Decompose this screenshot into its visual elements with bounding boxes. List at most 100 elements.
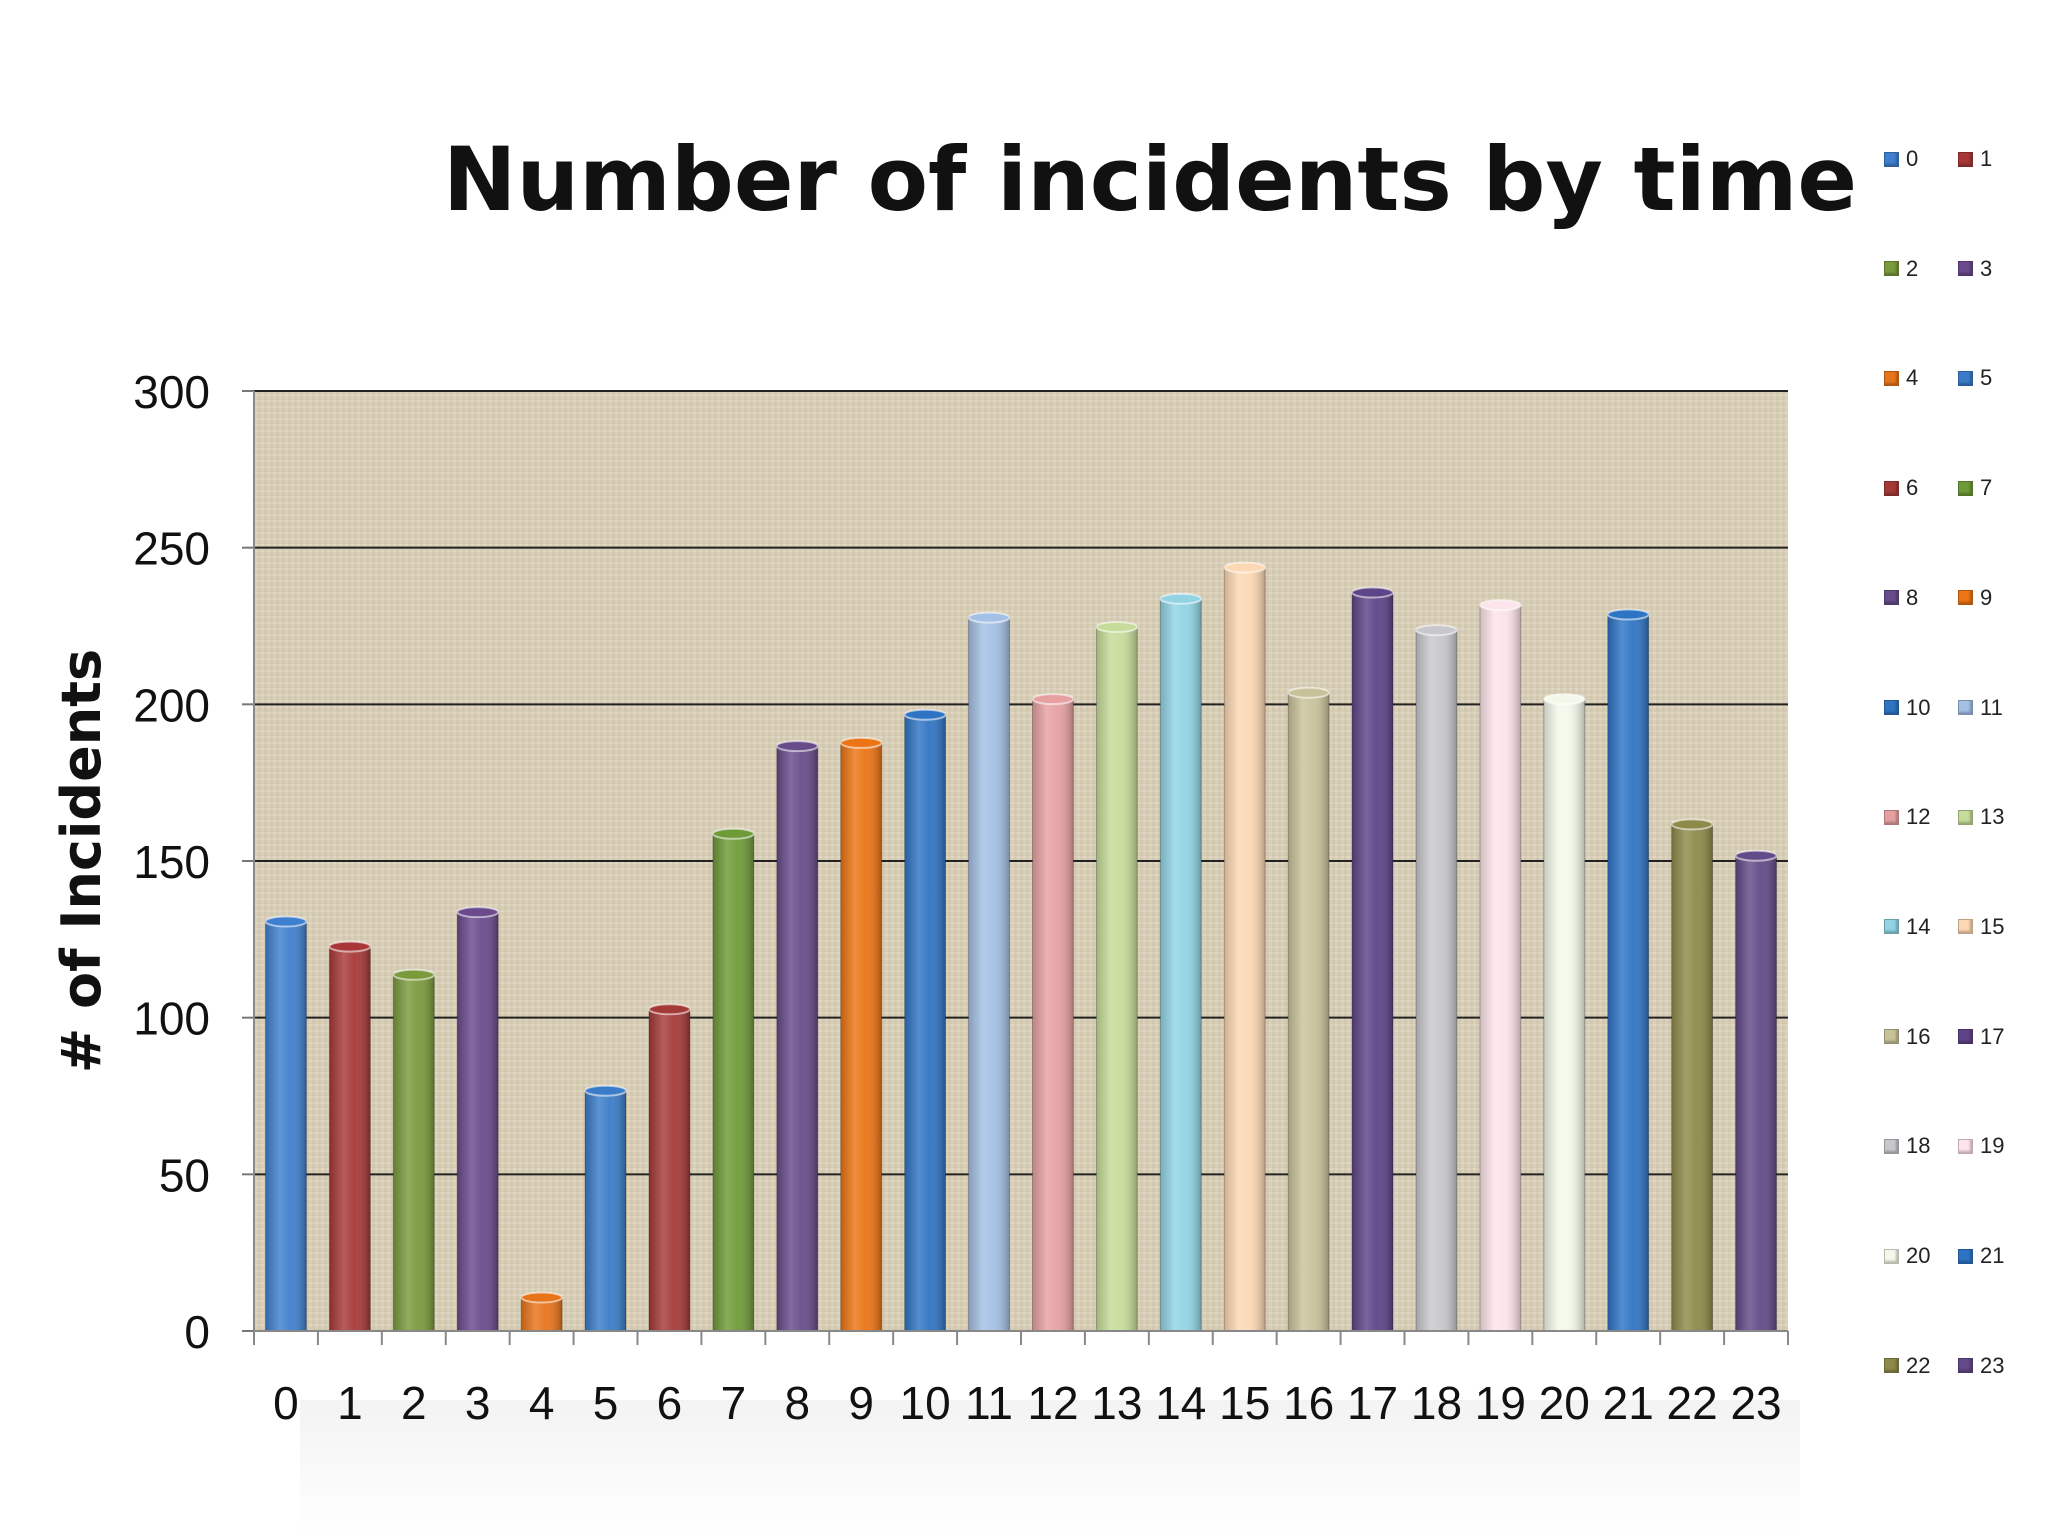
- legend-swatch: [1884, 590, 1899, 606]
- legend-swatch: [1958, 370, 1973, 386]
- legend-swatch: [1884, 480, 1899, 496]
- bar-cap: [711, 827, 755, 840]
- bar-highlight: [393, 973, 435, 1331]
- x-tick-label: 16: [1283, 1377, 1334, 1429]
- bar-cap: [1734, 849, 1778, 862]
- x-tick-label: 14: [1155, 1377, 1206, 1429]
- legend-label: 1: [1980, 146, 1993, 171]
- bar-group: [1159, 592, 1203, 1332]
- x-tick-label: 4: [529, 1377, 555, 1429]
- legend-swatch: [1958, 151, 1973, 167]
- x-tick-label: 19: [1475, 1377, 1526, 1429]
- bar-cap: [1351, 586, 1394, 599]
- legend-item: 4: [1884, 365, 1918, 391]
- bar-highlight: [1288, 691, 1330, 1331]
- legend-label: 19: [1980, 1133, 2005, 1159]
- bar-group: [1478, 599, 1522, 1332]
- legend-item: 7: [1958, 475, 1992, 501]
- legend-item: 9: [1958, 585, 1992, 611]
- bar-group: [967, 611, 1011, 1332]
- bar-group: [1670, 818, 1714, 1332]
- legend-label: 7: [1980, 475, 1993, 501]
- bar-group: [839, 736, 883, 1332]
- bar-highlight: [1543, 698, 1585, 1331]
- bar-cap: [328, 940, 372, 953]
- legend-item: 22: [1884, 1353, 1930, 1379]
- legend-label: 12: [1906, 804, 1931, 830]
- legend-item: 1: [1958, 146, 1992, 172]
- legend-label: 16: [1906, 1023, 1931, 1049]
- bar-cap: [584, 1084, 627, 1097]
- legend-label: 8: [1906, 584, 1919, 610]
- legend-swatch: [1884, 370, 1899, 386]
- bar-group: [392, 968, 436, 1332]
- x-tick-label: 3: [465, 1377, 491, 1429]
- x-tick-label: 13: [1091, 1377, 1142, 1429]
- legend-swatch: [1958, 590, 1973, 606]
- bar-highlight: [1160, 597, 1202, 1331]
- x-tick-label: 5: [593, 1377, 619, 1429]
- x-tick-label: 10: [900, 1377, 951, 1429]
- legend-swatch: [1884, 809, 1899, 825]
- bar-cap: [1287, 686, 1331, 699]
- bar-highlight: [840, 741, 882, 1331]
- legend-swatch: [1884, 1029, 1899, 1045]
- x-tick-label: 2: [401, 1377, 427, 1429]
- legend-item: 8: [1884, 585, 1918, 611]
- x-tick-label: 23: [1730, 1377, 1781, 1429]
- bar-group: [328, 940, 372, 1332]
- bar-group: [520, 1291, 564, 1332]
- legend-swatch: [1958, 1358, 1973, 1374]
- bar-highlight: [265, 920, 307, 1331]
- bar-highlight: [1735, 854, 1777, 1331]
- legend-item: 19: [1958, 1133, 2004, 1159]
- bar-cap: [264, 915, 308, 928]
- y-tick-label: 150: [133, 836, 210, 888]
- bar-group: [775, 740, 819, 1332]
- bar-cap: [839, 736, 883, 749]
- chart-title: Number of incidents by time: [442, 128, 1858, 231]
- bar-highlight: [1607, 613, 1649, 1331]
- bar-highlight: [1671, 823, 1713, 1331]
- bar-highlight: [457, 911, 499, 1331]
- bar-group: [1031, 693, 1075, 1332]
- legend-swatch: [1884, 919, 1899, 935]
- legend-label: 15: [1980, 913, 2005, 939]
- x-tick-label: 12: [1027, 1377, 1078, 1429]
- legend-item: 6: [1884, 475, 1918, 501]
- legend-label: 3: [1980, 255, 1993, 281]
- legend-label: 5: [1980, 365, 1993, 391]
- bar-highlight: [1352, 591, 1393, 1331]
- legend-item: 14: [1884, 914, 1930, 940]
- bar-highlight: [1479, 604, 1521, 1331]
- bar-group: [1606, 608, 1650, 1332]
- y-axis-label: # of Incidents: [50, 649, 113, 1073]
- bar-group: [711, 827, 755, 1332]
- legend-swatch: [1958, 700, 1973, 715]
- bar-group: [1734, 849, 1778, 1332]
- legend-label: 6: [1906, 475, 1919, 501]
- bar-cap: [392, 968, 436, 981]
- x-tick-label: 15: [1219, 1377, 1270, 1429]
- bar-group: [1095, 621, 1139, 1332]
- legend-swatch: [1958, 261, 1973, 277]
- x-tick-label: 22: [1667, 1377, 1718, 1429]
- x-tick-label: 21: [1603, 1377, 1654, 1429]
- legend-item: 15: [1958, 914, 2004, 940]
- x-tick-label: 8: [784, 1377, 810, 1429]
- bar-group: [1351, 586, 1394, 1332]
- y-tick-label: 300: [133, 366, 210, 418]
- legend-swatch: [1884, 700, 1899, 715]
- bar-cap: [1031, 693, 1075, 706]
- bar-highlight: [1416, 629, 1457, 1331]
- x-tick-label: 0: [273, 1377, 299, 1429]
- legend-item: 21: [1958, 1243, 2004, 1269]
- y-tick-label: 100: [133, 993, 210, 1045]
- x-tick-label: 1: [337, 1377, 363, 1429]
- bar-highlight: [904, 713, 946, 1331]
- bar-cap: [1542, 693, 1586, 706]
- legend-item: 20: [1884, 1243, 1930, 1269]
- bar-cap: [648, 1003, 691, 1016]
- legend-swatch: [1958, 809, 1973, 825]
